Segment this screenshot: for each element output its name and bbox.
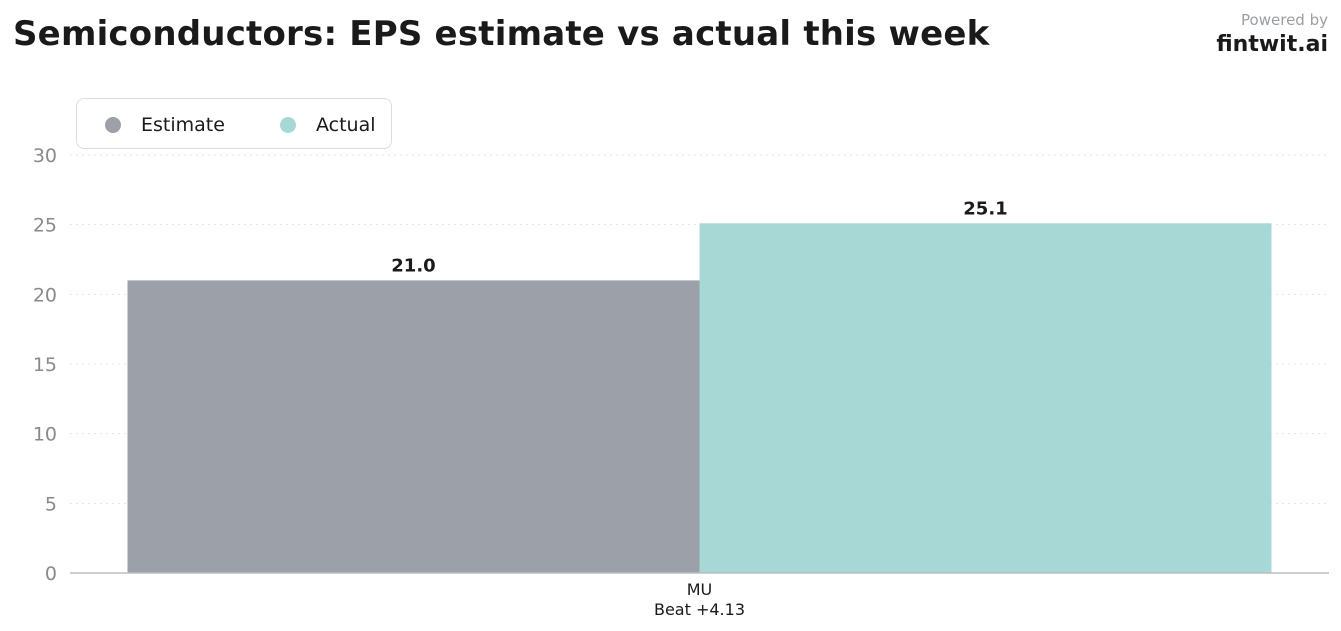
legend-swatch-actual [280, 116, 296, 133]
bars: 21.0 25.1 [127, 198, 1272, 574]
x-tick-sublabel-mu: Beat +4.13 [654, 600, 745, 619]
legend-item-actual: Actual [280, 99, 376, 150]
legend-label-actual: Actual [316, 113, 376, 136]
x-tick-label-mu: MU [687, 580, 713, 599]
y-tick-label-30: 30 [33, 145, 57, 167]
data-label-actual-mu: 25.1 [963, 198, 1007, 219]
legend: Estimate Actual [76, 98, 392, 149]
branding: Powered by fintwit.ai [1216, 10, 1328, 60]
y-tick-label-25: 25 [33, 215, 57, 237]
y-tick-label-20: 20 [33, 284, 57, 306]
chart-title: Semiconductors: EPS estimate vs actual t… [13, 14, 990, 54]
powered-by-label: Powered by [1241, 11, 1328, 29]
y-tick-label-10: 10 [33, 424, 57, 446]
brand-name: fintwit.ai [1216, 32, 1328, 57]
legend-item-estimate: Estimate [105, 99, 225, 150]
data-label-estimate-mu: 21.0 [391, 255, 435, 276]
bar-actual-mu [699, 223, 1272, 574]
legend-swatch-estimate [105, 116, 121, 133]
bar-estimate-mu [127, 280, 700, 573]
legend-label-estimate: Estimate [141, 113, 225, 136]
y-tick-label-0: 0 [45, 563, 57, 585]
y-tick-label-5: 5 [45, 493, 57, 515]
y-tick-label-15: 15 [33, 354, 57, 376]
